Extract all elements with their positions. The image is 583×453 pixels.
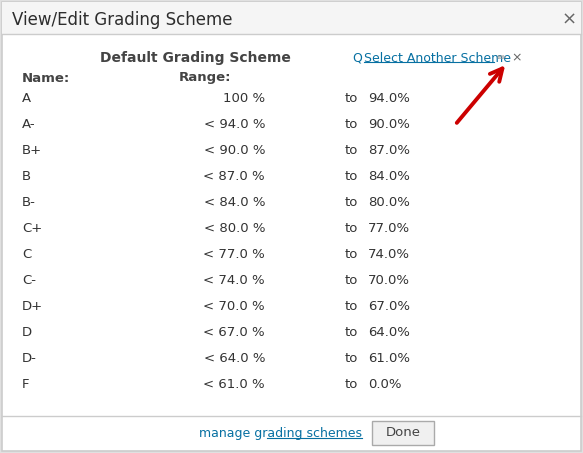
Text: to: to — [345, 222, 359, 236]
Text: A-: A- — [22, 119, 36, 131]
Text: < 80.0 %: < 80.0 % — [203, 222, 265, 236]
Text: A: A — [22, 92, 31, 106]
Text: Q: Q — [352, 52, 362, 64]
Text: to: to — [345, 275, 359, 288]
Text: 84.0%: 84.0% — [368, 170, 410, 183]
Text: ×: × — [561, 11, 577, 29]
Text: < 74.0 %: < 74.0 % — [203, 275, 265, 288]
Text: to: to — [345, 197, 359, 209]
Text: ×: × — [511, 52, 522, 64]
Text: < 94.0 %: < 94.0 % — [203, 119, 265, 131]
Text: manage grading schemes: manage grading schemes — [199, 428, 362, 440]
Text: < 61.0 %: < 61.0 % — [203, 379, 265, 391]
Text: 61.0%: 61.0% — [368, 352, 410, 366]
Text: F: F — [22, 379, 30, 391]
Text: 67.0%: 67.0% — [368, 300, 410, 313]
Text: 77.0%: 77.0% — [368, 222, 410, 236]
Text: Range:: Range: — [179, 72, 231, 85]
Text: to: to — [345, 379, 359, 391]
Text: 74.0%: 74.0% — [368, 249, 410, 261]
FancyBboxPatch shape — [2, 2, 581, 34]
Text: < 64.0 %: < 64.0 % — [203, 352, 265, 366]
Text: to: to — [345, 170, 359, 183]
Text: < 84.0 %: < 84.0 % — [203, 197, 265, 209]
Text: to: to — [345, 352, 359, 366]
Text: to: to — [345, 300, 359, 313]
Text: Name:: Name: — [22, 72, 70, 85]
Text: D: D — [22, 327, 32, 339]
Text: < 67.0 %: < 67.0 % — [203, 327, 265, 339]
Text: ✏: ✏ — [497, 53, 507, 63]
Text: to: to — [345, 249, 359, 261]
Text: to: to — [345, 145, 359, 158]
Text: 64.0%: 64.0% — [368, 327, 410, 339]
Text: < 87.0 %: < 87.0 % — [203, 170, 265, 183]
Text: C+: C+ — [22, 222, 42, 236]
Text: 100 %: 100 % — [223, 92, 265, 106]
Text: B: B — [22, 170, 31, 183]
Text: D-: D- — [22, 352, 37, 366]
Text: 70.0%: 70.0% — [368, 275, 410, 288]
Text: 0.0%: 0.0% — [368, 379, 402, 391]
Text: < 77.0 %: < 77.0 % — [203, 249, 265, 261]
Text: B-: B- — [22, 197, 36, 209]
Text: B+: B+ — [22, 145, 42, 158]
Text: < 90.0 %: < 90.0 % — [203, 145, 265, 158]
FancyBboxPatch shape — [372, 421, 434, 445]
Text: to: to — [345, 92, 359, 106]
Text: D+: D+ — [22, 300, 43, 313]
Text: 80.0%: 80.0% — [368, 197, 410, 209]
Text: Default Grading Scheme: Default Grading Scheme — [100, 51, 290, 65]
Text: C-: C- — [22, 275, 36, 288]
Text: Done: Done — [385, 427, 420, 439]
Text: Select Another Scheme: Select Another Scheme — [364, 52, 511, 64]
Text: 94.0%: 94.0% — [368, 92, 410, 106]
Text: to: to — [345, 327, 359, 339]
Text: to: to — [345, 119, 359, 131]
Text: 90.0%: 90.0% — [368, 119, 410, 131]
Text: < 70.0 %: < 70.0 % — [203, 300, 265, 313]
Text: 87.0%: 87.0% — [368, 145, 410, 158]
Text: View/Edit Grading Scheme: View/Edit Grading Scheme — [12, 11, 233, 29]
Text: C: C — [22, 249, 31, 261]
